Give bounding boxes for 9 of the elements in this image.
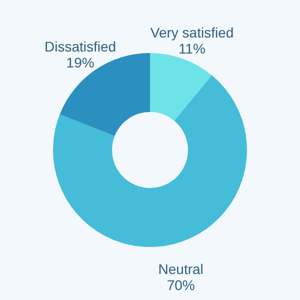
donut-slice xyxy=(150,53,212,121)
donut-slice xyxy=(60,53,150,136)
slice-label: Neutral xyxy=(158,261,204,278)
slice-label: Dissatisfied xyxy=(44,38,116,54)
slice-label: Very satisfied xyxy=(150,24,234,40)
donut-slice xyxy=(53,75,247,247)
data-label: 19% xyxy=(66,54,94,70)
data-label: 70% xyxy=(166,277,195,294)
data-label: 11% xyxy=(178,40,206,56)
